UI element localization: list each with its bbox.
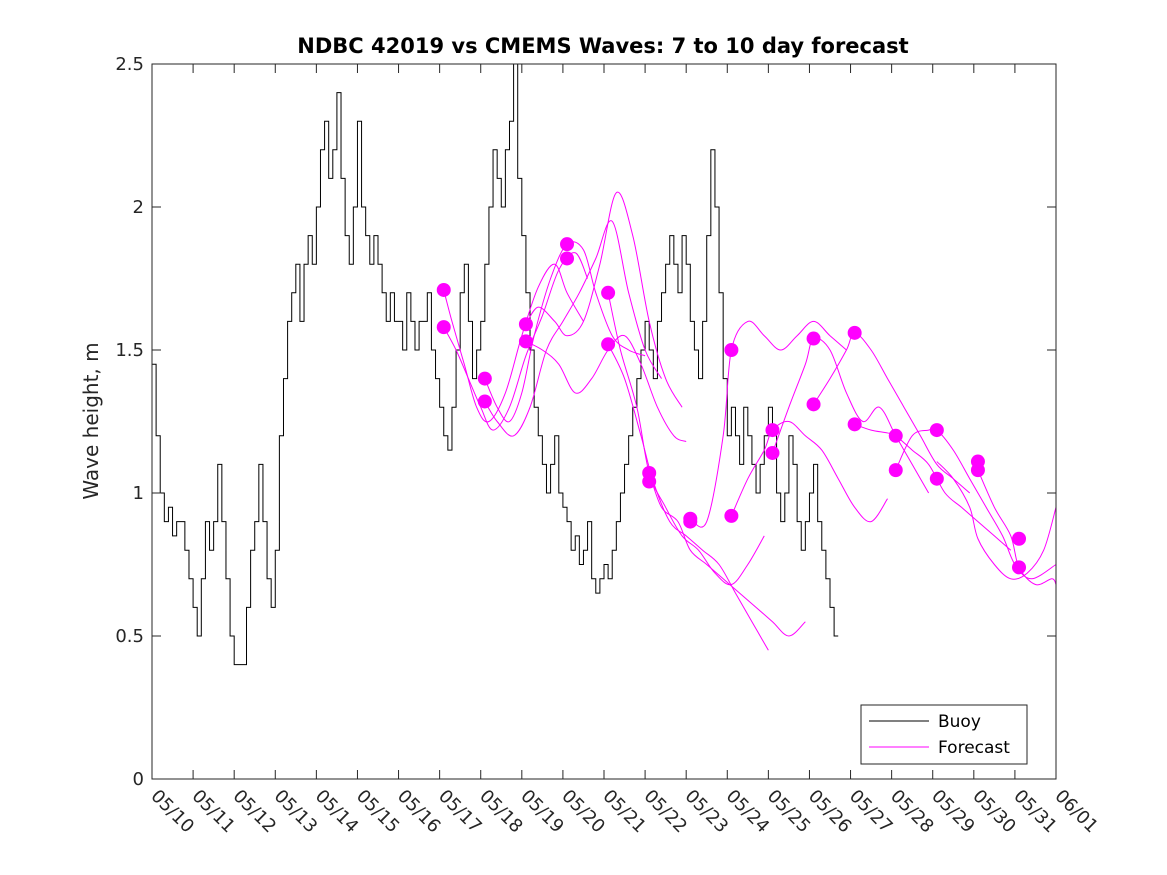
legend-box <box>860 704 1028 765</box>
axes-frame <box>151 63 1057 780</box>
y-tick-label: 1.5 <box>115 340 144 361</box>
y-tick-label: 0.5 <box>115 626 144 647</box>
forecast-marker <box>518 334 533 349</box>
x-tick-label: 06/01 <box>1050 786 1102 838</box>
x-tick-label: 05/15 <box>352 786 404 838</box>
forecast-series-line <box>772 337 930 494</box>
x-tick-label: 05/16 <box>393 786 445 838</box>
forecast-marker <box>888 463 903 478</box>
forecast-marker <box>765 445 780 460</box>
forecast-series-line <box>854 423 1012 551</box>
forecast-marker <box>436 320 451 335</box>
forecast-marker <box>683 514 698 529</box>
forecast-marker <box>724 508 739 523</box>
x-tick-label: 05/10 <box>146 786 198 838</box>
forecast-series-line <box>607 344 769 651</box>
forecast-series-line <box>443 263 584 423</box>
y-tick-label: 1 <box>133 483 144 504</box>
forecast-marker <box>806 331 821 346</box>
forecast-series-line <box>648 472 806 637</box>
forecast-marker <box>765 423 780 438</box>
forecast-series-line <box>730 420 888 523</box>
forecast-marker <box>477 371 492 386</box>
x-tick-label: 05/13 <box>270 786 322 838</box>
forecast-marker <box>1012 560 1027 575</box>
forecast-series-line <box>484 220 662 437</box>
forecast-marker <box>888 428 903 443</box>
forecast-marker <box>601 337 616 352</box>
legend-buoy-label: Buoy <box>938 712 981 732</box>
x-tick-label: 05/22 <box>640 786 692 838</box>
chart-title: NDBC 42019 vs CMEMS Waves: 7 to 10 day f… <box>297 34 908 58</box>
x-tick-label: 05/23 <box>681 786 733 838</box>
forecast-series-line <box>525 191 683 408</box>
x-tick-label: 05/27 <box>845 786 897 838</box>
x-tick-label: 05/30 <box>968 786 1020 838</box>
forecast-series-line <box>443 252 589 431</box>
x-tick-label: 05/25 <box>763 786 815 838</box>
forecast-marker <box>560 251 575 266</box>
forecast-marker <box>601 285 616 300</box>
forecast-marker <box>847 325 862 340</box>
forecast-marker <box>929 471 944 486</box>
y-tick-label: 2.5 <box>115 54 144 75</box>
x-tick-label: 05/12 <box>229 786 281 838</box>
x-tick-label: 05/11 <box>188 786 240 838</box>
forecast-marker <box>477 394 492 409</box>
y-tick-label: 2 <box>133 197 144 218</box>
forecast-marker <box>560 237 575 252</box>
y-tick-label: 0 <box>133 769 144 790</box>
forecast-series-line <box>484 241 646 423</box>
forecast-markers <box>436 237 1027 575</box>
forecast-marker <box>642 474 657 489</box>
x-tick-label: 05/28 <box>886 786 938 838</box>
forecast-series-line <box>607 292 765 586</box>
x-tick-label: 05/19 <box>516 786 568 838</box>
forecast-marker <box>436 282 451 297</box>
forecast-series-line <box>525 334 687 442</box>
forecast-marker <box>847 417 862 432</box>
forecast-marker <box>929 423 944 438</box>
forecast-marker <box>518 317 533 332</box>
legend: Buoy Forecast <box>860 704 1028 765</box>
forecast-series-line <box>690 320 847 528</box>
forecast-series-line <box>895 427 1057 580</box>
x-tick-label: 05/26 <box>804 786 856 838</box>
forecast-marker <box>724 343 739 357</box>
x-tick-label: 05/18 <box>475 786 527 838</box>
x-tick-label: 05/20 <box>557 786 609 838</box>
buoy-series-line <box>152 63 839 666</box>
forecast-series-line <box>936 461 1057 580</box>
x-tick-label: 05/31 <box>1009 786 1061 838</box>
forecast-marker <box>970 463 985 478</box>
x-tick-label: 05/14 <box>311 786 363 838</box>
forecast-series-line <box>813 332 971 494</box>
x-tick-label: 05/21 <box>598 786 650 838</box>
x-tick-label: 05/29 <box>927 786 979 838</box>
forecast-marker <box>1012 531 1027 546</box>
forecast-marker <box>806 397 821 412</box>
legend-forecast-label: Forecast <box>938 738 1010 758</box>
plot-area <box>152 63 1057 666</box>
x-tick-label: 05/17 <box>434 786 486 838</box>
y-axis-label: Wave height, m <box>79 342 103 499</box>
x-tick-label: 05/24 <box>722 786 774 838</box>
